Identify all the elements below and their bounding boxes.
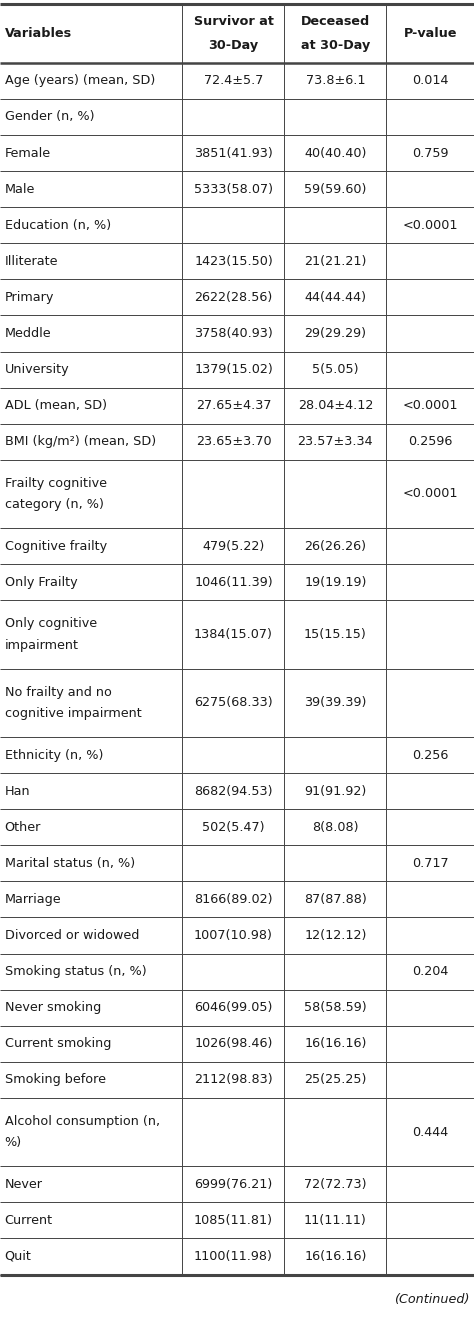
Text: 29(29.29): 29(29.29) bbox=[304, 327, 366, 340]
Text: Smoking before: Smoking before bbox=[5, 1073, 106, 1086]
Text: category (n, %): category (n, %) bbox=[5, 499, 104, 511]
Text: Meddle: Meddle bbox=[5, 327, 51, 340]
Text: Education (n, %): Education (n, %) bbox=[5, 219, 111, 232]
Text: 6999(76.21): 6999(76.21) bbox=[194, 1178, 273, 1190]
Text: <0.0001: <0.0001 bbox=[402, 219, 458, 232]
Text: 21(21.21): 21(21.21) bbox=[304, 255, 366, 268]
Text: Smoking status (n, %): Smoking status (n, %) bbox=[5, 965, 146, 978]
Text: 58(58.59): 58(58.59) bbox=[304, 1001, 367, 1014]
Text: 1085(11.81): 1085(11.81) bbox=[194, 1214, 273, 1226]
Text: 6275(68.33): 6275(68.33) bbox=[194, 696, 273, 709]
Text: Female: Female bbox=[5, 147, 51, 160]
Text: Han: Han bbox=[5, 785, 30, 797]
Text: 23.57±3.34: 23.57±3.34 bbox=[298, 436, 373, 448]
Text: 5(5.05): 5(5.05) bbox=[312, 363, 359, 376]
Text: Marital status (n, %): Marital status (n, %) bbox=[5, 857, 135, 870]
Text: 87(87.88): 87(87.88) bbox=[304, 893, 367, 906]
Text: 2112(98.83): 2112(98.83) bbox=[194, 1073, 273, 1086]
Text: Never: Never bbox=[5, 1178, 43, 1190]
Text: 27.65±4.37: 27.65±4.37 bbox=[196, 399, 271, 412]
Text: 15(15.15): 15(15.15) bbox=[304, 628, 367, 641]
Text: Illiterate: Illiterate bbox=[5, 255, 58, 268]
Text: Survivor at: Survivor at bbox=[193, 15, 273, 28]
Text: cognitive impairment: cognitive impairment bbox=[5, 706, 142, 720]
Text: %): %) bbox=[5, 1136, 22, 1149]
Text: Only cognitive: Only cognitive bbox=[5, 617, 97, 631]
Text: Cognitive frailty: Cognitive frailty bbox=[5, 540, 107, 553]
Text: 19(19.19): 19(19.19) bbox=[304, 576, 366, 589]
Text: 2622(28.56): 2622(28.56) bbox=[194, 291, 273, 304]
Text: Gender (n, %): Gender (n, %) bbox=[5, 111, 94, 124]
Text: 0.444: 0.444 bbox=[412, 1125, 448, 1138]
Text: Deceased: Deceased bbox=[301, 15, 370, 28]
Text: 8(8.08): 8(8.08) bbox=[312, 821, 359, 833]
Text: 72(72.73): 72(72.73) bbox=[304, 1178, 366, 1190]
Text: 1379(15.02): 1379(15.02) bbox=[194, 363, 273, 376]
Text: 1384(15.07): 1384(15.07) bbox=[194, 628, 273, 641]
Text: 25(25.25): 25(25.25) bbox=[304, 1073, 366, 1086]
Text: 91(91.92): 91(91.92) bbox=[304, 785, 366, 797]
Text: Never smoking: Never smoking bbox=[5, 1001, 101, 1014]
Text: 26(26.26): 26(26.26) bbox=[304, 540, 366, 553]
Text: 16(16.16): 16(16.16) bbox=[304, 1037, 366, 1050]
Text: 12(12.12): 12(12.12) bbox=[304, 929, 366, 942]
Text: ADL (mean, SD): ADL (mean, SD) bbox=[5, 399, 107, 412]
Text: Divorced or widowed: Divorced or widowed bbox=[5, 929, 139, 942]
Text: 39(39.39): 39(39.39) bbox=[304, 696, 366, 709]
Text: BMI (kg/m²) (mean, SD): BMI (kg/m²) (mean, SD) bbox=[5, 436, 156, 448]
Text: Variables: Variables bbox=[5, 27, 72, 40]
Text: 28.04±4.12: 28.04±4.12 bbox=[298, 399, 373, 412]
Text: 0.014: 0.014 bbox=[412, 75, 448, 88]
Text: 5333(58.07): 5333(58.07) bbox=[194, 183, 273, 196]
Text: 44(44.44): 44(44.44) bbox=[304, 291, 366, 304]
Text: Age (years) (mean, SD): Age (years) (mean, SD) bbox=[5, 75, 155, 88]
Text: Ethnicity (n, %): Ethnicity (n, %) bbox=[5, 749, 103, 761]
Text: 1100(11.98): 1100(11.98) bbox=[194, 1250, 273, 1262]
Text: 8166(89.02): 8166(89.02) bbox=[194, 893, 273, 906]
Text: Primary: Primary bbox=[5, 291, 54, 304]
Text: Current smoking: Current smoking bbox=[5, 1037, 111, 1050]
Text: 8682(94.53): 8682(94.53) bbox=[194, 785, 273, 797]
Text: 1423(15.50): 1423(15.50) bbox=[194, 255, 273, 268]
Text: Male: Male bbox=[5, 183, 35, 196]
Text: impairment: impairment bbox=[5, 639, 79, 652]
Text: Only Frailty: Only Frailty bbox=[5, 576, 77, 589]
Text: <0.0001: <0.0001 bbox=[402, 488, 458, 500]
Text: 40(40.40): 40(40.40) bbox=[304, 147, 366, 160]
Text: Quit: Quit bbox=[5, 1250, 32, 1262]
Text: 1007(10.98): 1007(10.98) bbox=[194, 929, 273, 942]
Text: Marriage: Marriage bbox=[5, 893, 61, 906]
Text: 3758(40.93): 3758(40.93) bbox=[194, 327, 273, 340]
Text: 0.256: 0.256 bbox=[412, 749, 448, 761]
Text: Other: Other bbox=[5, 821, 41, 833]
Text: 73.8±6.1: 73.8±6.1 bbox=[306, 75, 365, 88]
Text: 16(16.16): 16(16.16) bbox=[304, 1250, 366, 1262]
Text: Alcohol consumption (n,: Alcohol consumption (n, bbox=[5, 1114, 160, 1128]
Text: Current: Current bbox=[5, 1214, 53, 1226]
Text: University: University bbox=[5, 363, 69, 376]
Text: P-value: P-value bbox=[403, 27, 457, 40]
Text: 0.759: 0.759 bbox=[412, 147, 448, 160]
Text: <0.0001: <0.0001 bbox=[402, 399, 458, 412]
Text: No frailty and no: No frailty and no bbox=[5, 685, 111, 698]
Text: 59(59.60): 59(59.60) bbox=[304, 183, 366, 196]
Text: 11(11.11): 11(11.11) bbox=[304, 1214, 367, 1226]
Text: 502(5.47): 502(5.47) bbox=[202, 821, 264, 833]
Text: (Continued): (Continued) bbox=[394, 1293, 469, 1305]
Text: 1026(98.46): 1026(98.46) bbox=[194, 1037, 273, 1050]
Text: 479(5.22): 479(5.22) bbox=[202, 540, 264, 553]
Text: 0.2596: 0.2596 bbox=[408, 436, 452, 448]
Text: at 30-Day: at 30-Day bbox=[301, 39, 370, 52]
Text: Frailty cognitive: Frailty cognitive bbox=[5, 477, 107, 489]
Text: 1046(11.39): 1046(11.39) bbox=[194, 576, 273, 589]
Text: 30-Day: 30-Day bbox=[209, 39, 258, 52]
Text: 72.4±5.7: 72.4±5.7 bbox=[204, 75, 263, 88]
Text: 0.717: 0.717 bbox=[412, 857, 448, 870]
Text: 0.204: 0.204 bbox=[412, 965, 448, 978]
Text: 6046(99.05): 6046(99.05) bbox=[194, 1001, 273, 1014]
Text: 23.65±3.70: 23.65±3.70 bbox=[196, 436, 271, 448]
Text: 3851(41.93): 3851(41.93) bbox=[194, 147, 273, 160]
